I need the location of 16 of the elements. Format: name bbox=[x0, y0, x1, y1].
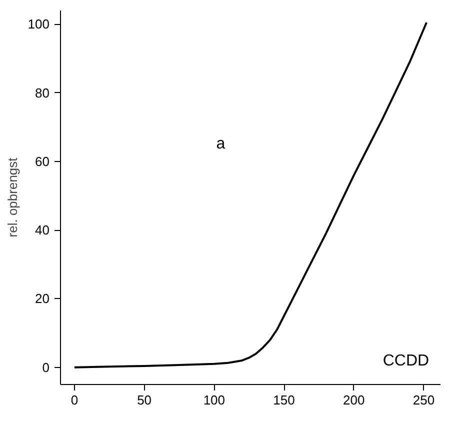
x-tick-label: 0 bbox=[70, 392, 78, 408]
y-tick-label: 0 bbox=[42, 360, 50, 375]
y-tick-label: 100 bbox=[28, 16, 50, 32]
x-tick-label: 100 bbox=[203, 392, 226, 408]
x-tick-label: 200 bbox=[343, 392, 365, 408]
annotation: CCDD bbox=[382, 352, 430, 370]
x-tick-label: 250 bbox=[412, 392, 435, 408]
y-tick-label: 20 bbox=[35, 291, 50, 306]
y-tick-label: 80 bbox=[35, 85, 50, 100]
x-tick-label: 150 bbox=[273, 392, 295, 408]
y-tick-label: 40 bbox=[35, 222, 50, 238]
y-tick-label: 60 bbox=[35, 154, 50, 169]
y-axis-title: rel. opbrengst bbox=[4, 157, 20, 238]
annotation: a bbox=[216, 136, 226, 153]
x-tick-label: 50 bbox=[137, 392, 152, 408]
line-series bbox=[73, 22, 428, 368]
